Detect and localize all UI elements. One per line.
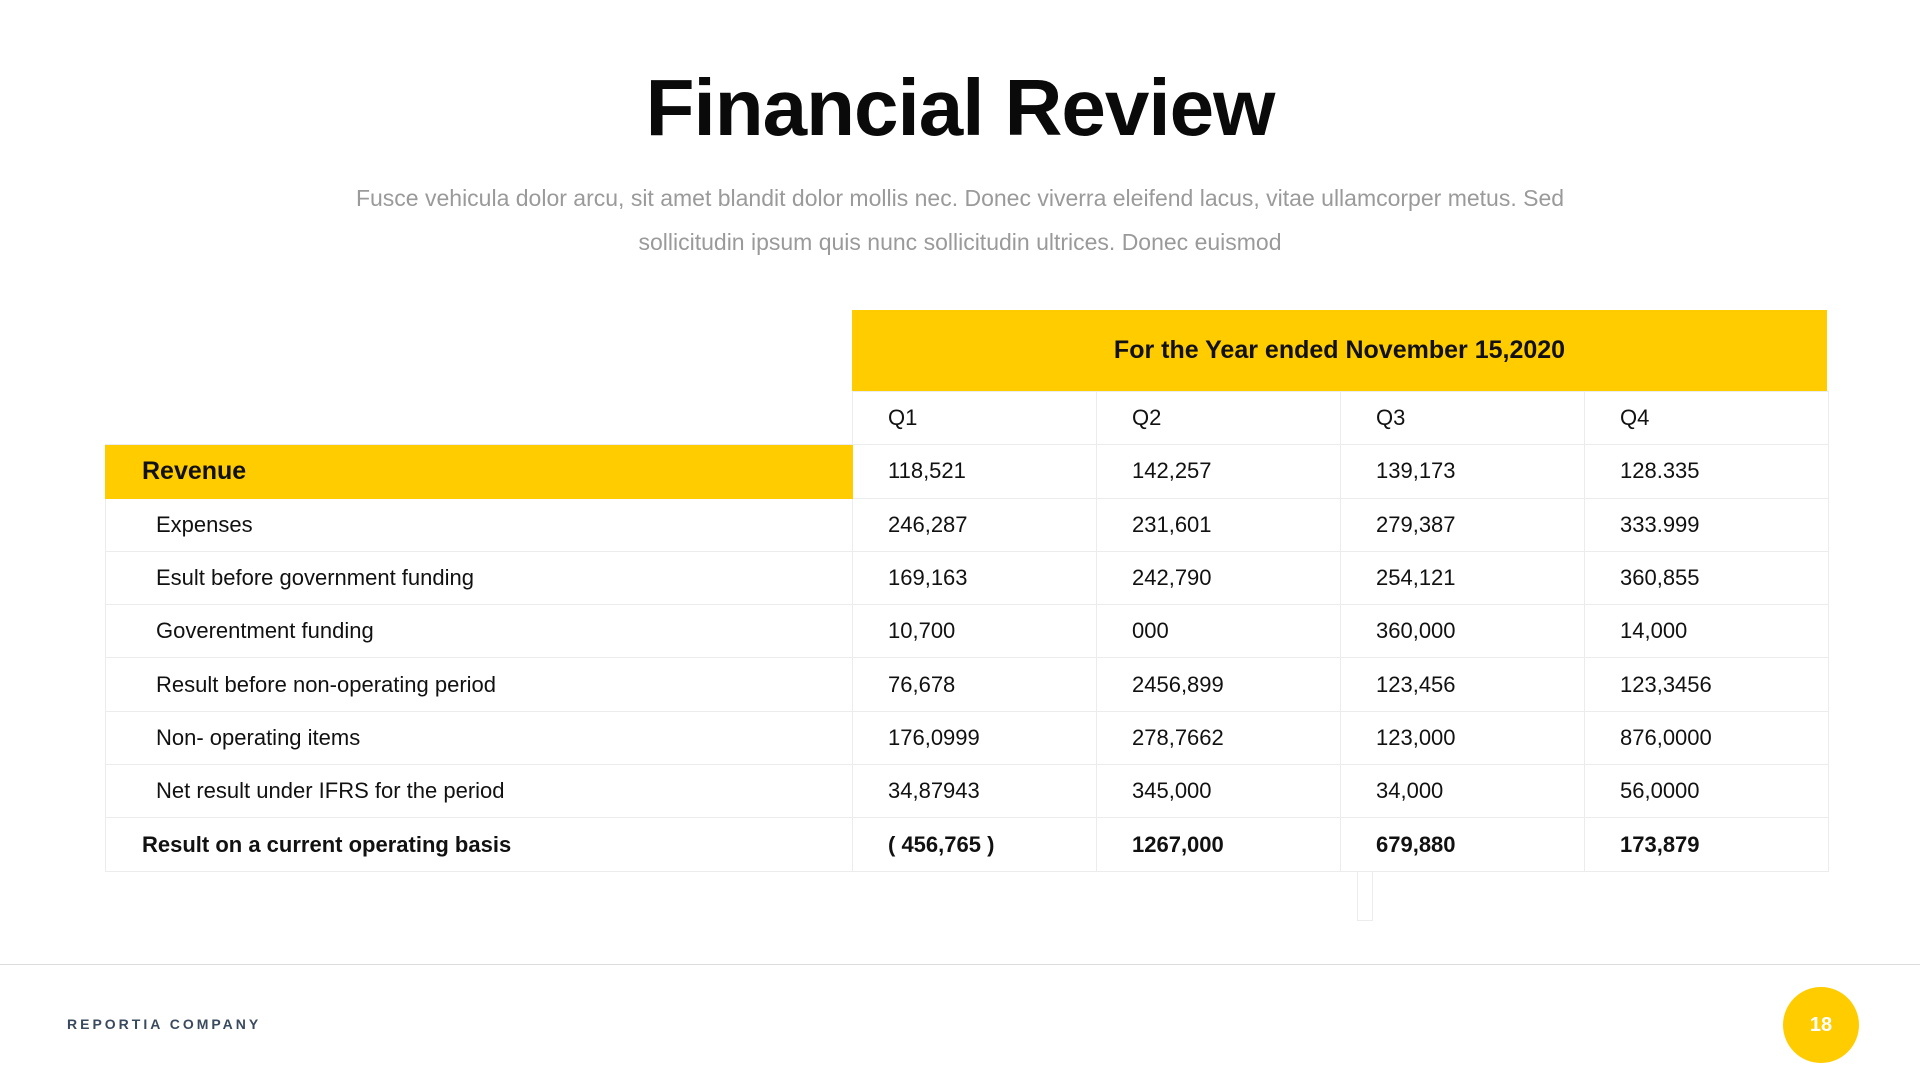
table-row: Result on a current operating basis( 456… (105, 817, 1829, 872)
table-row: Expenses 246,287 231,601 279,387 333.999 (105, 497, 1829, 552)
table-row: Non- operating items 176,0999 278,7662 123,… (105, 710, 1829, 766)
value-cell: 231,601 (1096, 497, 1341, 552)
table-row: Result before non-operating period 76,678… (105, 657, 1829, 712)
value-cell: 14,000 (1584, 604, 1829, 659)
value-cell: 2456,899 (1096, 657, 1341, 712)
value-cell: 360,855 (1584, 550, 1829, 606)
value-cell: 169,163 (852, 550, 1097, 606)
table-row: Net result under IFRS for the period 34,8… (105, 764, 1829, 819)
row-label: Esult before government funding (105, 550, 853, 606)
value-cell: 246,287 (852, 497, 1097, 552)
row-label: Revenue (105, 444, 853, 499)
value-cell: 123,456 (1340, 657, 1585, 712)
value-cell: 254,121 (1340, 550, 1585, 606)
value-cell: 278,7662 (1096, 710, 1341, 766)
value-cell: 123,000 (1340, 710, 1585, 766)
quarter-header: Q3 (1340, 390, 1585, 446)
value-cell: 1267,000 (1096, 817, 1341, 872)
value-cell: 279,387 (1340, 497, 1585, 552)
row-label: Non- operating items (105, 710, 853, 766)
quarter-header: Q4 (1584, 390, 1829, 446)
value-cell: 176,0999 (852, 710, 1097, 766)
value-cell: 34,000 (1340, 764, 1585, 819)
table-period-header: For the Year ended November 15,2020 (852, 310, 1827, 391)
company-name: REPORTIA COMPANY (67, 1016, 262, 1032)
value-cell: 10,700 (852, 604, 1097, 659)
value-cell: 360,000 (1340, 604, 1585, 659)
quarter-header: Q1 (852, 390, 1097, 446)
value-cell: 123,3456 (1584, 657, 1829, 712)
value-cell: 876,0000 (1584, 710, 1829, 766)
value-cell: ( 456,765 ) (852, 817, 1097, 872)
row-label: Goverentment funding (105, 604, 853, 659)
row-label: Result before non-operating period (105, 657, 853, 712)
table-stub-decoration (1357, 871, 1373, 921)
row-label: Net result under IFRS for the period (105, 764, 853, 819)
footer-divider (0, 964, 1920, 965)
row-label: Result on a current operating basis (105, 817, 853, 872)
quarter-header: Q2 (1096, 390, 1341, 446)
value-cell: 679,880 (1340, 817, 1585, 872)
table-row: Esult before government funding 169,163 24… (105, 550, 1829, 606)
value-cell: 56,0000 (1584, 764, 1829, 819)
subtitle: Fusce vehicula dolor arcu, sit amet blan… (355, 185, 1565, 255)
value-cell: 139,173 (1340, 444, 1585, 499)
page-number-badge: 18 (1783, 987, 1859, 1063)
value-cell: 76,678 (852, 657, 1097, 712)
table-row: Goverentment funding 10,700 000 360,000 14,0… (105, 604, 1829, 659)
quarter-header-row: Q1 Q2 Q3 Q4 (105, 390, 1829, 446)
page-title: Financial Review (645, 63, 1276, 152)
value-cell: 173,879 (1584, 817, 1829, 872)
empty-cell (105, 391, 853, 446)
table-row: Revenue 118,521 142,257 139,173 128.335 (105, 444, 1829, 499)
row-label: Expenses (105, 497, 853, 552)
value-cell: 34,87943 (852, 764, 1097, 819)
financial-table: Q1 Q2 Q3 Q4 Revenue 118,521 142,257 139,173 128.… (105, 390, 1829, 872)
value-cell: 118,521 (852, 444, 1097, 499)
value-cell: 242,790 (1096, 550, 1341, 606)
value-cell: 000 (1096, 604, 1341, 659)
value-cell: 345,000 (1096, 764, 1341, 819)
value-cell: 333.999 (1584, 497, 1829, 552)
value-cell: 142,257 (1096, 444, 1341, 499)
value-cell: 128.335 (1584, 444, 1829, 499)
